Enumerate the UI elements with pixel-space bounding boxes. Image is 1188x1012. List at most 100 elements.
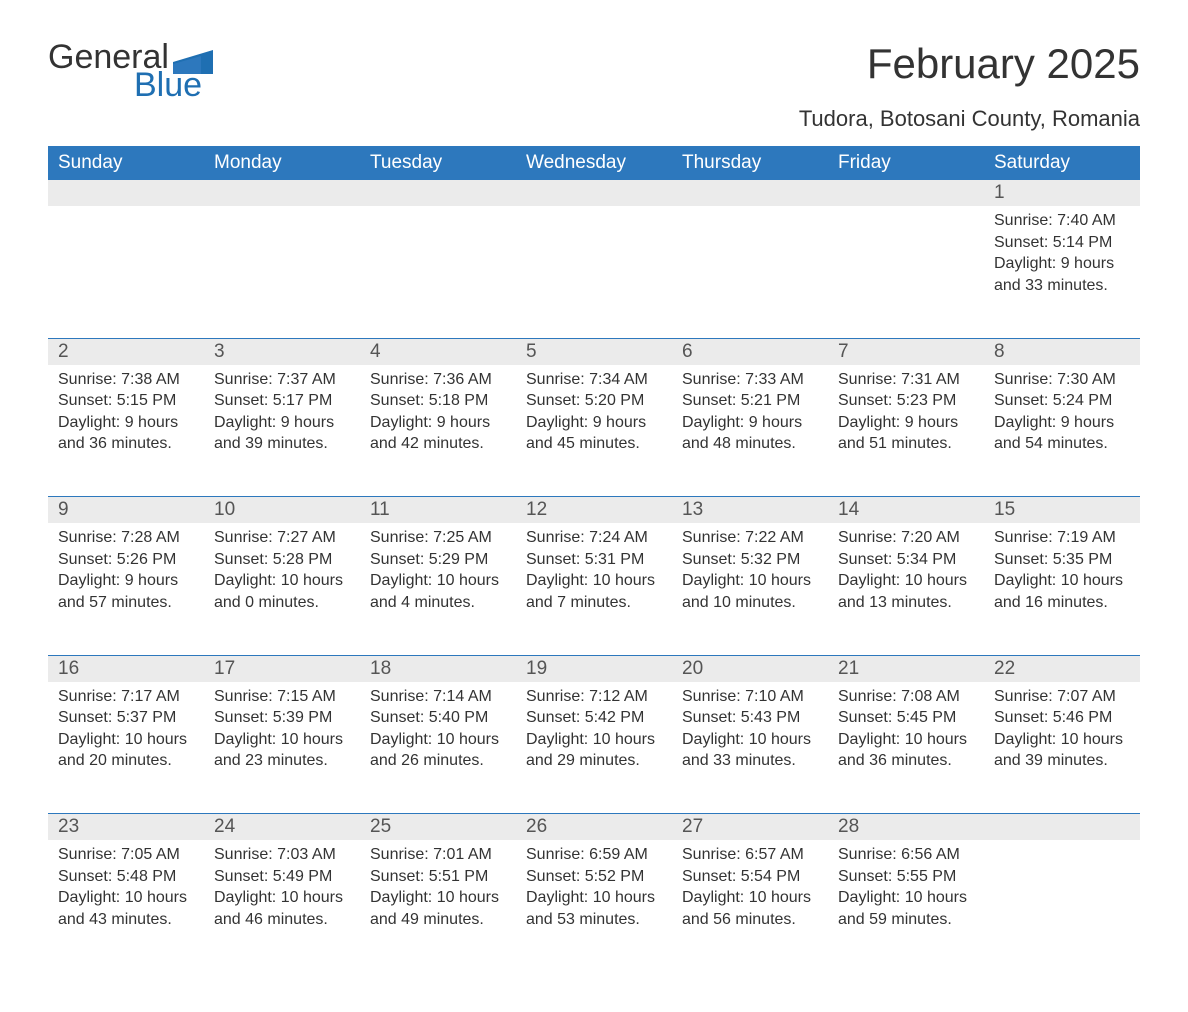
day-dl2: and 26 minutes. (370, 750, 506, 772)
day-sunrise: Sunrise: 7:14 AM (370, 686, 506, 708)
day-sunrise: Sunrise: 7:19 AM (994, 527, 1130, 549)
day-sunset: Sunset: 5:45 PM (838, 707, 974, 729)
day-body: Sunrise: 7:20 AMSunset: 5:34 PMDaylight:… (828, 523, 984, 627)
day-dl2: and 56 minutes. (682, 909, 818, 931)
day-sunrise: Sunrise: 6:59 AM (526, 844, 662, 866)
day-dl1: Daylight: 10 hours (214, 887, 350, 909)
day-sunrise: Sunrise: 7:40 AM (994, 210, 1130, 232)
week-daynum-row: 16171819202122 (48, 656, 1140, 682)
day-body: Sunrise: 7:01 AMSunset: 5:51 PMDaylight:… (360, 840, 516, 944)
day-number-cell (360, 180, 516, 206)
day-cell: Sunrise: 7:38 AMSunset: 5:15 PMDaylight:… (48, 365, 204, 497)
day-number-cell (828, 180, 984, 206)
day-number: 24 (204, 814, 360, 840)
day-sunset: Sunset: 5:39 PM (214, 707, 350, 729)
day-body: Sunrise: 6:57 AMSunset: 5:54 PMDaylight:… (672, 840, 828, 944)
day-sunrise: Sunrise: 7:01 AM (370, 844, 506, 866)
day-body (48, 206, 204, 224)
day-sunrise: Sunrise: 6:56 AM (838, 844, 974, 866)
day-cell: Sunrise: 7:12 AMSunset: 5:42 PMDaylight:… (516, 682, 672, 814)
day-number-cell (516, 180, 672, 206)
day-sunrise: Sunrise: 7:07 AM (994, 686, 1130, 708)
day-sunset: Sunset: 5:52 PM (526, 866, 662, 888)
day-cell: Sunrise: 7:37 AMSunset: 5:17 PMDaylight:… (204, 365, 360, 497)
day-number-cell: 7 (828, 339, 984, 365)
day-dl2: and 23 minutes. (214, 750, 350, 772)
day-dl2: and 53 minutes. (526, 909, 662, 931)
day-dl1: Daylight: 9 hours (994, 412, 1130, 434)
day-number: 1 (984, 180, 1140, 206)
day-dl2: and 48 minutes. (682, 433, 818, 455)
day-dl1: Daylight: 10 hours (370, 729, 506, 751)
day-sunset: Sunset: 5:18 PM (370, 390, 506, 412)
logo: General Blue (48, 40, 213, 102)
day-number-cell: 13 (672, 497, 828, 523)
header: General Blue February 2025 (48, 40, 1140, 102)
day-dl2: and 45 minutes. (526, 433, 662, 455)
day-body: Sunrise: 7:24 AMSunset: 5:31 PMDaylight:… (516, 523, 672, 627)
day-dl1: Daylight: 10 hours (214, 729, 350, 751)
day-dl1: Daylight: 9 hours (58, 412, 194, 434)
day-number-cell: 15 (984, 497, 1140, 523)
page-title: February 2025 (867, 40, 1140, 88)
day-dl1: Daylight: 10 hours (214, 570, 350, 592)
day-number: 2 (48, 339, 204, 365)
day-cell: Sunrise: 7:08 AMSunset: 5:45 PMDaylight:… (828, 682, 984, 814)
day-sunset: Sunset: 5:54 PM (682, 866, 818, 888)
day-cell (204, 206, 360, 338)
day-sunrise: Sunrise: 7:28 AM (58, 527, 194, 549)
day-number (828, 180, 984, 206)
day-number: 18 (360, 656, 516, 682)
day-header: Monday (204, 146, 360, 180)
day-body: Sunrise: 6:56 AMSunset: 5:55 PMDaylight:… (828, 840, 984, 944)
day-sunrise: Sunrise: 7:37 AM (214, 369, 350, 391)
day-sunset: Sunset: 5:34 PM (838, 549, 974, 571)
day-sunrise: Sunrise: 7:24 AM (526, 527, 662, 549)
day-dl2: and 13 minutes. (838, 592, 974, 614)
day-number (672, 180, 828, 206)
day-cell: Sunrise: 7:30 AMSunset: 5:24 PMDaylight:… (984, 365, 1140, 497)
day-number-cell: 4 (360, 339, 516, 365)
day-body: Sunrise: 6:59 AMSunset: 5:52 PMDaylight:… (516, 840, 672, 944)
day-dl1: Daylight: 10 hours (994, 729, 1130, 751)
day-sunset: Sunset: 5:23 PM (838, 390, 974, 412)
day-cell: Sunrise: 7:14 AMSunset: 5:40 PMDaylight:… (360, 682, 516, 814)
day-dl2: and 33 minutes. (994, 275, 1130, 297)
day-cell: Sunrise: 7:17 AMSunset: 5:37 PMDaylight:… (48, 682, 204, 814)
calendar-table: Sunday Monday Tuesday Wednesday Thursday… (48, 146, 1140, 972)
week-daynum-row: 9101112131415 (48, 497, 1140, 523)
day-body: Sunrise: 7:38 AMSunset: 5:15 PMDaylight:… (48, 365, 204, 469)
day-number-cell: 28 (828, 814, 984, 840)
day-number: 4 (360, 339, 516, 365)
day-number (48, 180, 204, 206)
day-dl1: Daylight: 9 hours (214, 412, 350, 434)
logo-word2: Blue (134, 68, 213, 102)
day-sunset: Sunset: 5:29 PM (370, 549, 506, 571)
day-body: Sunrise: 7:34 AMSunset: 5:20 PMDaylight:… (516, 365, 672, 469)
day-dl2: and 39 minutes. (214, 433, 350, 455)
day-cell: Sunrise: 6:56 AMSunset: 5:55 PMDaylight:… (828, 840, 984, 972)
day-number: 19 (516, 656, 672, 682)
day-dl1: Daylight: 10 hours (526, 887, 662, 909)
day-number: 15 (984, 497, 1140, 523)
day-body: Sunrise: 7:30 AMSunset: 5:24 PMDaylight:… (984, 365, 1140, 469)
week-body-row: Sunrise: 7:05 AMSunset: 5:48 PMDaylight:… (48, 840, 1140, 972)
day-number-cell: 8 (984, 339, 1140, 365)
day-dl2: and 16 minutes. (994, 592, 1130, 614)
day-number-cell (204, 180, 360, 206)
day-number-cell: 14 (828, 497, 984, 523)
day-cell (672, 206, 828, 338)
day-sunset: Sunset: 5:35 PM (994, 549, 1130, 571)
day-dl2: and 51 minutes. (838, 433, 974, 455)
day-body: Sunrise: 7:07 AMSunset: 5:46 PMDaylight:… (984, 682, 1140, 786)
day-sunset: Sunset: 5:17 PM (214, 390, 350, 412)
day-cell: Sunrise: 7:24 AMSunset: 5:31 PMDaylight:… (516, 523, 672, 655)
day-body: Sunrise: 7:12 AMSunset: 5:42 PMDaylight:… (516, 682, 672, 786)
day-body (672, 206, 828, 224)
day-dl2: and 49 minutes. (370, 909, 506, 931)
day-dl1: Daylight: 10 hours (58, 887, 194, 909)
day-body (516, 206, 672, 224)
day-cell: Sunrise: 7:10 AMSunset: 5:43 PMDaylight:… (672, 682, 828, 814)
day-cell: Sunrise: 7:22 AMSunset: 5:32 PMDaylight:… (672, 523, 828, 655)
day-number-cell: 20 (672, 656, 828, 682)
